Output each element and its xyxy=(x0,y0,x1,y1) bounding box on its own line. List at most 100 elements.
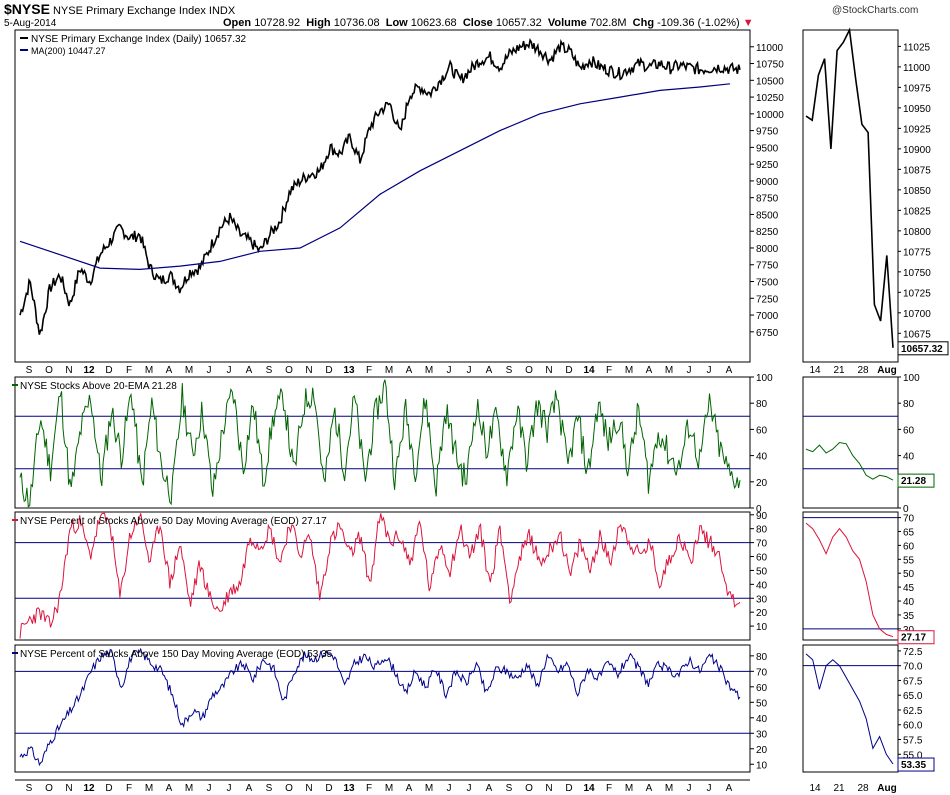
high-value: 10736.08 xyxy=(333,17,380,29)
x-axis-month-label-bottom: F xyxy=(366,783,372,794)
x-axis-month-label-bottom: J xyxy=(227,783,232,794)
zoom-indicator-y-tick-label: 55 xyxy=(903,555,915,566)
x-axis-month-label-bottom: N xyxy=(65,783,72,794)
zoom-indicator-line-4 xyxy=(805,653,894,765)
x-axis-month-label: M xyxy=(425,365,433,376)
x-axis-month-label: A xyxy=(486,365,493,376)
zoom-indicator-y-tick-label: 35 xyxy=(903,611,915,622)
x-axis-month-label-bottom: J xyxy=(467,783,472,794)
zoom-indicator-y-tick-label: 57.5 xyxy=(903,736,923,747)
price-y-tick-label: 10000 xyxy=(756,110,784,121)
low-value: 10623.68 xyxy=(410,17,457,29)
x-axis-month-label-bottom: M xyxy=(625,783,633,794)
x-axis-month-label: D xyxy=(565,365,572,376)
zoom-price-y-tick-label: 11000 xyxy=(903,63,931,74)
indicator-y-tick-label: 90 xyxy=(756,511,768,522)
x-axis-month-label: 13 xyxy=(343,365,355,376)
price-y-tick-label: 9000 xyxy=(756,177,779,188)
zoom-last-value-box xyxy=(897,473,935,488)
x-axis-month-label-bottom: F xyxy=(126,783,132,794)
x-axis-month-label-bottom: M xyxy=(385,783,393,794)
x-axis-month-label: S xyxy=(266,365,273,376)
zoom-price-y-tick-label: 10725 xyxy=(903,288,931,299)
x-axis-month-label: D xyxy=(325,365,332,376)
volume-value: 702.8M xyxy=(589,17,627,29)
zoom-indicator-y-tick-label: 40 xyxy=(903,452,915,463)
price-y-tick-label: 10500 xyxy=(756,76,784,87)
zoom-indicator-y-tick-label: 100 xyxy=(903,373,920,384)
zoom-x-label: Aug xyxy=(877,365,896,376)
zoom-price-y-tick-label: 10975 xyxy=(903,83,931,94)
price-y-tick-label: 8000 xyxy=(756,244,779,255)
symbol: $NYSE xyxy=(4,1,50,17)
zoom-price-y-tick-label: 10700 xyxy=(903,309,931,320)
volume-label: Volume xyxy=(547,17,587,29)
close-label: Close xyxy=(462,17,493,29)
x-axis-month-label: N xyxy=(305,365,312,376)
x-axis-month-label: A xyxy=(726,365,733,376)
x-axis-month-label: A xyxy=(166,365,173,376)
panel-frame-3 xyxy=(14,644,751,773)
x-axis-month-label: J xyxy=(447,365,452,376)
x-axis-month-label: O xyxy=(525,365,533,376)
down-arrow-icon: ▼ xyxy=(742,17,754,29)
price-y-tick-label: 9500 xyxy=(756,143,779,154)
x-axis-month-label: J xyxy=(467,365,472,376)
zoom-indicator-y-tick-label: 60.0 xyxy=(903,721,923,732)
price-y-tick-label: 7500 xyxy=(756,278,779,289)
indicator-y-tick-label: 70 xyxy=(756,539,768,550)
zoom-indicator-y-tick-label: 80 xyxy=(903,399,915,410)
x-axis-month-label: M xyxy=(385,365,393,376)
price-y-tick-label: 8500 xyxy=(756,210,779,221)
x-axis-month-label-bottom: D xyxy=(105,783,112,794)
price-y-tick-label: 10750 xyxy=(756,60,784,71)
zoom-x-label-bottom: 14 xyxy=(809,783,821,794)
x-axis-month-label-bottom: M xyxy=(145,783,153,794)
zoom-indicator-y-tick-label: 40 xyxy=(903,597,915,608)
ma200-line xyxy=(19,83,731,271)
indicator-y-tick-label: 60 xyxy=(756,553,768,564)
zoom-x-label: 14 xyxy=(809,365,821,376)
x-axis-month-label: 12 xyxy=(83,365,95,376)
zoom-price-y-tick-label: 10950 xyxy=(903,104,931,115)
price-line xyxy=(19,37,741,335)
zoom-indicator-y-tick-label: 60 xyxy=(903,425,915,436)
zoom-panel-frame-3 xyxy=(802,644,899,773)
x-axis-month-label-bottom: O xyxy=(525,783,533,794)
x-axis-month-label-bottom: J xyxy=(447,783,452,794)
zoom-indicator-y-tick-label: 65.0 xyxy=(903,691,923,702)
x-axis-month-label: F xyxy=(606,365,612,376)
x-axis-month-label-bottom: J xyxy=(707,783,712,794)
x-axis-month-label: O xyxy=(45,365,53,376)
x-axis-month-label-bottom: N xyxy=(305,783,312,794)
x-axis-month-label: S xyxy=(26,365,33,376)
zoom-indicator-y-tick-label: 60 xyxy=(903,541,915,552)
ohlc-bar: Open 10728.92 High 10736.08 Low 10623.68… xyxy=(223,17,754,29)
x-axis-month-label: J xyxy=(707,365,712,376)
high-label: High xyxy=(306,17,331,29)
zoom-indicator-y-tick-label: 62.5 xyxy=(903,706,923,717)
x-axis-month-label: M xyxy=(625,365,633,376)
panel-frame-0 xyxy=(14,29,751,363)
indicator-line-2 xyxy=(19,379,741,508)
chg-label: Chg xyxy=(632,17,655,29)
price-legend-label: MA(200) 10447.27 xyxy=(31,46,106,56)
x-axis-month-label-bottom: M xyxy=(665,783,673,794)
chart-date: 5-Aug-2014 xyxy=(4,18,57,29)
x-axis-month-label: A xyxy=(406,365,413,376)
price-y-tick-label: 9250 xyxy=(756,160,779,171)
x-axis-month-label: 14 xyxy=(583,365,595,376)
zoom-x-label: 28 xyxy=(857,365,869,376)
zoom-indicator-last-value: 53.35 xyxy=(901,760,926,771)
x-axis-month-label: M xyxy=(185,365,193,376)
chg-value: -109.36 (-1.02%) xyxy=(657,17,740,29)
watermark: @StockCharts.com xyxy=(832,5,919,16)
x-axis-month-label-bottom: 14 xyxy=(583,783,595,794)
x-axis-month-label: F xyxy=(366,365,372,376)
x-axis-month-label: M xyxy=(145,365,153,376)
x-axis-month-label: J xyxy=(687,365,692,376)
zoom-indicator-y-tick-label: 55.0 xyxy=(903,750,923,761)
indicator-y-tick-label: 20 xyxy=(756,478,768,489)
x-axis-month-label-bottom: S xyxy=(266,783,273,794)
zoom-price-y-tick-label: 10825 xyxy=(903,206,931,217)
